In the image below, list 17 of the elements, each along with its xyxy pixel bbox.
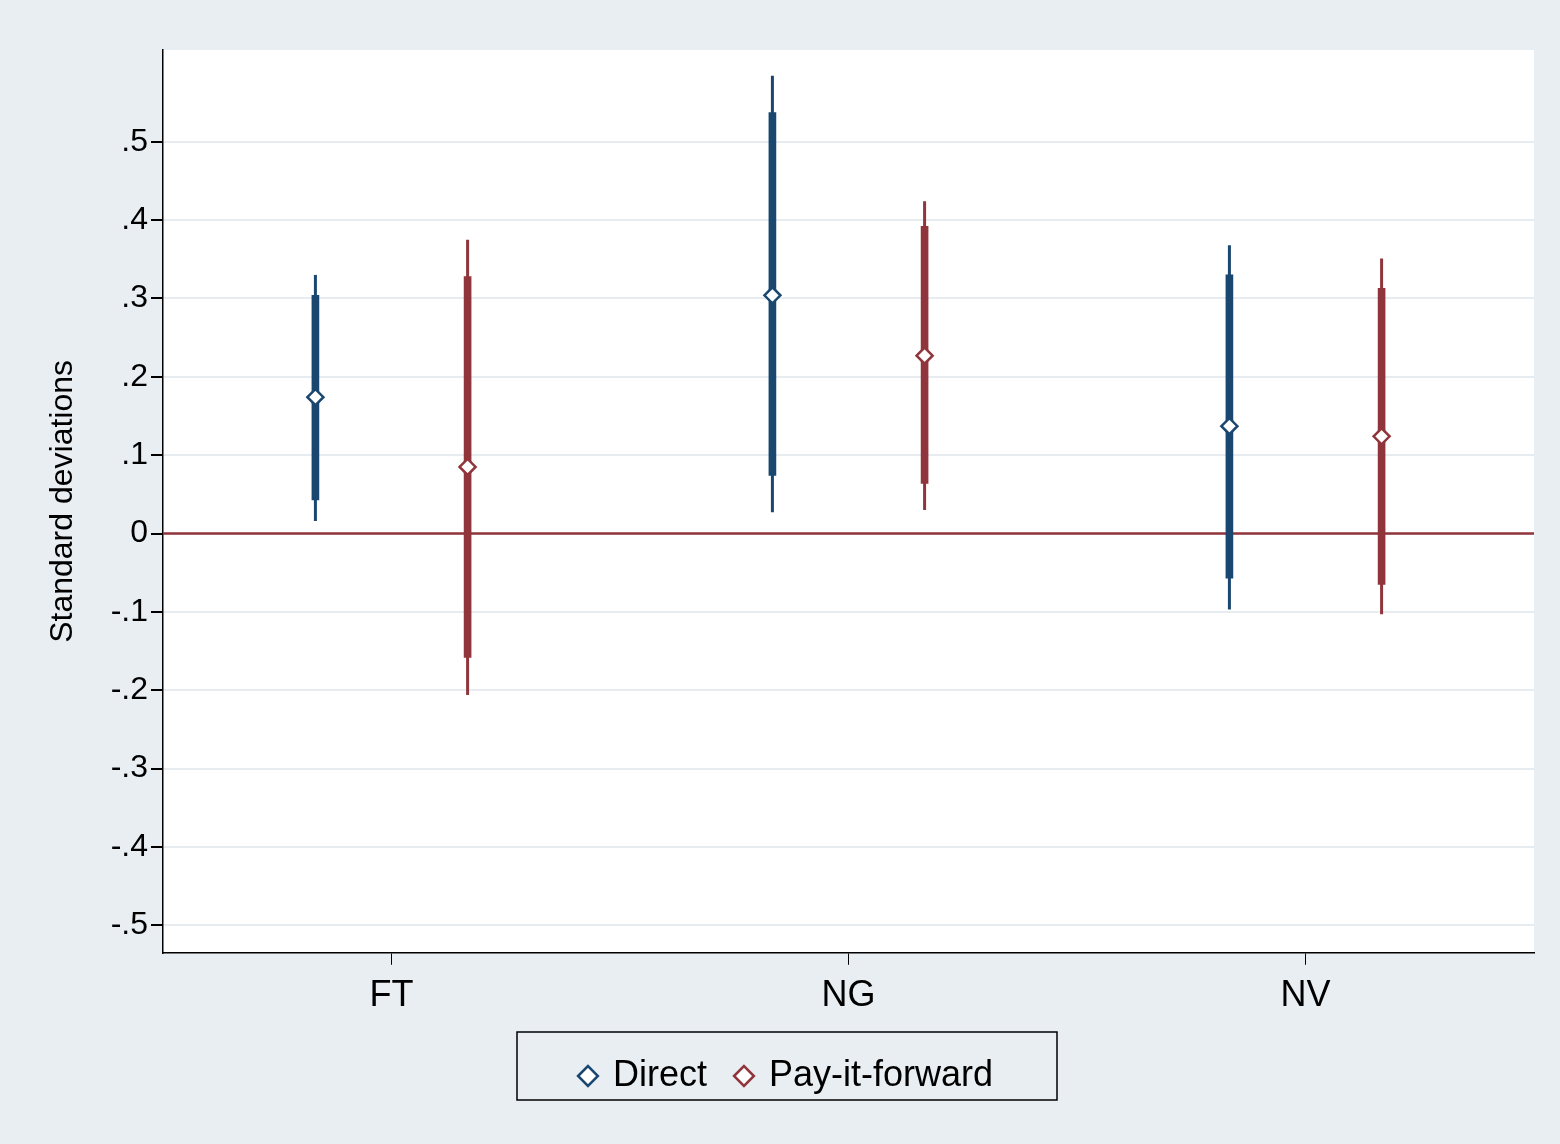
legend-label: Direct xyxy=(612,1052,707,1094)
y-tick-label: -.3 xyxy=(110,748,148,785)
y-axis-title: Standard deviations xyxy=(43,359,80,643)
y-tick-label: -.4 xyxy=(110,826,148,863)
legend-label: Pay-it-forward xyxy=(768,1052,994,1094)
y-tick-label: .3 xyxy=(121,278,148,315)
x-tick-label: FT xyxy=(369,973,414,1015)
y-tick-label: -.2 xyxy=(110,670,148,707)
y-tick-label: .2 xyxy=(121,356,148,393)
y-tick-label: 0 xyxy=(130,513,148,550)
y-tick-label: -.1 xyxy=(110,591,148,628)
y-tick-label: -.5 xyxy=(110,905,148,942)
x-tick-label: NV xyxy=(1280,973,1331,1015)
x-tick-label: NG xyxy=(821,973,876,1015)
y-tick-label: .4 xyxy=(121,199,148,236)
y-tick-label: .1 xyxy=(121,434,148,471)
y-tick-label: .5 xyxy=(121,121,148,158)
